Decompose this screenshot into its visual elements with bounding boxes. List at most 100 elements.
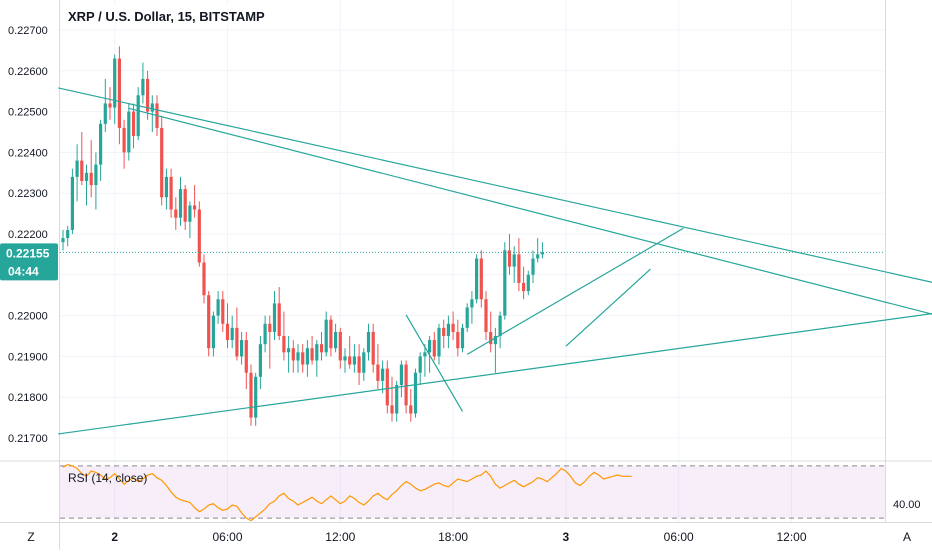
price-tick-label: 0.22200 <box>8 229 48 241</box>
price-tick-label: 0.21900 <box>8 351 48 363</box>
candle-body <box>526 274 530 292</box>
candle <box>343 348 347 373</box>
candle-body <box>263 323 267 345</box>
candle <box>324 311 328 357</box>
candle <box>113 54 117 124</box>
candle <box>385 360 389 414</box>
candle-body <box>131 111 136 137</box>
candle-body <box>475 258 479 300</box>
candle-body <box>240 340 244 357</box>
trendline[interactable] <box>58 87 932 305</box>
price-tick-label: 0.22000 <box>8 311 48 323</box>
candle <box>84 164 89 206</box>
trendline[interactable] <box>58 299 932 435</box>
trendline[interactable] <box>565 268 651 347</box>
current-price-badge <box>0 243 58 281</box>
candle-body <box>287 348 291 353</box>
candle <box>404 360 408 414</box>
candle-body <box>249 372 253 418</box>
current-price-label: 0.22155 04:44 <box>0 243 58 281</box>
timezone-button[interactable]: Z <box>20 527 42 545</box>
candle-body <box>216 299 220 316</box>
candle-body <box>103 103 107 124</box>
grid <box>60 0 885 522</box>
auto-scale-button[interactable]: A <box>896 527 918 545</box>
candle-body <box>432 340 436 357</box>
candle <box>136 87 140 141</box>
candle <box>362 348 366 381</box>
candle-body <box>150 103 154 112</box>
candle-body <box>94 164 98 186</box>
candle-body <box>61 238 65 243</box>
time-tick-label: 18:00 <box>438 530 468 544</box>
candle <box>442 319 446 349</box>
auto-scale-button-bg[interactable] <box>896 527 918 545</box>
candle <box>291 340 295 373</box>
candle-body <box>99 123 103 165</box>
candle-body <box>244 340 248 373</box>
candle <box>75 144 79 202</box>
candle <box>287 336 291 373</box>
candle <box>305 340 309 377</box>
candle <box>66 225 70 247</box>
candle <box>225 303 230 349</box>
candle <box>94 152 98 210</box>
candle <box>503 242 507 320</box>
candle-body <box>277 303 281 336</box>
timezone-button-bg[interactable] <box>20 527 42 545</box>
candle-body <box>366 331 371 353</box>
candle <box>282 311 286 361</box>
candle <box>475 254 479 304</box>
candle <box>310 336 314 365</box>
candle <box>352 344 356 373</box>
candle-body <box>503 250 507 316</box>
current-price-value: 0.22155 <box>6 246 50 260</box>
candle-body <box>141 78 145 96</box>
time-axis[interactable]: 2 06:00 12:00 18:00 3 06:00 12:00 <box>111 530 806 544</box>
candle <box>103 78 107 132</box>
rsi-legend-label[interactable]: RSI (14, close) <box>68 471 147 485</box>
candle <box>465 303 469 332</box>
candle-body <box>456 331 460 349</box>
candle-body <box>357 356 361 373</box>
candle-body <box>522 282 526 292</box>
candle <box>413 368 418 418</box>
candle <box>517 238 521 292</box>
time-tick-label: 2 <box>111 530 118 544</box>
candle-body <box>371 331 375 365</box>
candle-body <box>484 299 488 332</box>
trendline[interactable] <box>128 107 932 328</box>
candle-body <box>221 299 225 324</box>
candle <box>272 291 277 341</box>
candle <box>348 336 352 369</box>
candle-body <box>423 352 427 357</box>
candle-body <box>301 352 305 365</box>
candle <box>536 238 540 263</box>
timezone-button-label[interactable]: Z <box>27 530 34 544</box>
candle <box>99 119 103 181</box>
time-tick-label: 12:00 <box>325 530 355 544</box>
candle-body <box>305 348 309 365</box>
candle-body <box>108 103 112 108</box>
candle-body <box>338 331 342 361</box>
candle-body <box>343 356 347 361</box>
trendline[interactable] <box>405 314 464 412</box>
candle <box>446 315 450 349</box>
candle <box>160 115 164 206</box>
candle-body <box>446 323 450 336</box>
trendline[interactable] <box>466 227 684 355</box>
candle-body <box>324 319 328 353</box>
candle <box>479 250 483 308</box>
auto-scale-button-label[interactable]: A <box>903 530 911 544</box>
candle-body <box>197 209 201 263</box>
trendlines[interactable] <box>58 87 932 435</box>
candle <box>117 46 121 145</box>
candle <box>493 327 497 373</box>
price-axis[interactable]: 0.22700 0.22600 0.22500 0.22400 0.22300 0.222… <box>8 25 48 445</box>
price-tick-label: 0.22700 <box>8 25 48 37</box>
chart-title[interactable]: XRP / U.S. Dollar, 15, BITSTAMP <box>68 9 265 24</box>
candle <box>207 291 211 357</box>
candle <box>258 336 262 390</box>
